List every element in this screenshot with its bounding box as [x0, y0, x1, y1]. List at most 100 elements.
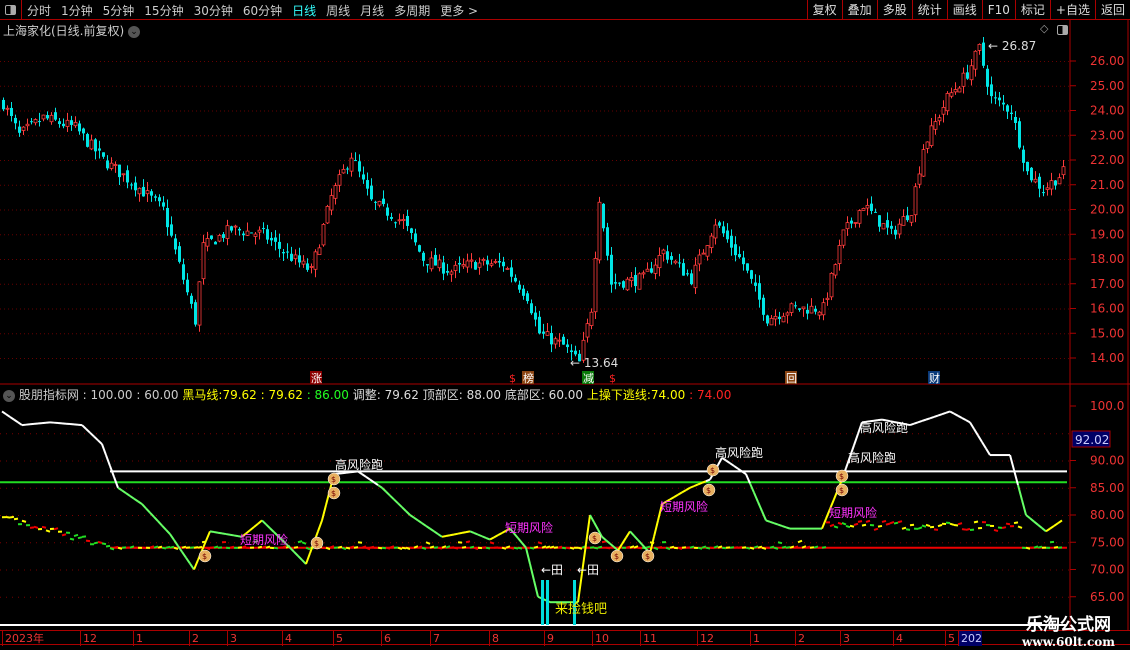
candle: [969, 65, 974, 81]
period-tab-8[interactable]: 月线: [360, 4, 385, 18]
period-tab-2[interactable]: 5分钟: [102, 4, 135, 18]
grid-dot: [1056, 333, 1057, 335]
grid-dot: [100, 358, 101, 359]
grid-dot: [1040, 333, 1041, 335]
grid-dot: [450, 542, 451, 544]
grid-dot: [268, 160, 269, 161]
grid-dot: [996, 515, 997, 516]
grid-dot: [668, 283, 669, 285]
period-tab-9[interactable]: 多周期: [394, 4, 431, 18]
grid-dot: [412, 184, 413, 186]
grid-dot: [732, 333, 733, 335]
grid-dot: [944, 358, 945, 359]
grid-dot: [636, 184, 637, 186]
tool-button-7[interactable]: +自选: [1049, 0, 1095, 20]
period-tab-3[interactable]: 15分钟: [144, 4, 184, 18]
grid-dot: [660, 110, 661, 112]
grid-dot: [964, 308, 965, 310]
grid-dot: [896, 160, 897, 161]
grid-dot: [180, 308, 181, 310]
period-tab-0[interactable]: 分时: [27, 4, 52, 18]
grid-dot: [228, 110, 229, 112]
tool-buttons: 复权 叠加 多股 统计 画线 F10 标记 +自选 返回: [806, 0, 1130, 20]
grid-dot: [174, 460, 175, 462]
grid-dot: [208, 184, 209, 186]
grid-dot: [160, 234, 161, 236]
grid-dot: [848, 308, 849, 310]
grid-dot: [260, 308, 261, 310]
candle: [1045, 187, 1050, 190]
tool-button-8[interactable]: 返回: [1094, 0, 1130, 20]
stock-title[interactable]: 上海家化(日线.前复权) ⌄: [3, 22, 141, 39]
layout-toggle-button[interactable]: [0, 0, 22, 20]
grid-dot: [172, 308, 173, 310]
grid-dot: [812, 110, 813, 112]
grid-dot: [534, 515, 535, 516]
grid-dot: [784, 135, 785, 137]
grid-dot: [606, 487, 607, 489]
grid-dot: [276, 160, 277, 161]
grid-dot: [882, 460, 883, 462]
grid-dot: [820, 135, 821, 137]
grid-dot: [384, 234, 385, 236]
grid-dot: [660, 184, 661, 186]
candle: [210, 235, 213, 239]
tool-button-3[interactable]: 统计: [911, 0, 947, 20]
grid-dot: [432, 283, 433, 285]
period-tab-5[interactable]: 60分钟: [242, 4, 283, 18]
tool-button-0[interactable]: 复权: [806, 0, 842, 20]
grid-dot: [24, 135, 25, 137]
grid-dot: [188, 160, 189, 161]
grid-dot: [964, 259, 965, 260]
grid-dot: [846, 515, 847, 516]
grid-dot: [788, 308, 789, 310]
period-tab-10[interactable]: 更多 >: [440, 4, 479, 18]
grid-dot: [36, 184, 37, 186]
tool-button-4[interactable]: 画线: [946, 0, 982, 20]
grid-dot: [368, 110, 369, 112]
period-tab-6[interactable]: 日线: [292, 4, 317, 18]
grid-dot: [376, 160, 377, 161]
tool-button-6[interactable]: 标记: [1014, 0, 1050, 20]
grid-dot: [940, 160, 941, 161]
grid-dot: [280, 358, 281, 359]
grid-dot: [24, 85, 25, 87]
grid-dot: [576, 234, 577, 236]
grid-dot: [36, 487, 37, 489]
grid-dot: [348, 184, 349, 186]
period-tab-4[interactable]: 30分钟: [193, 4, 233, 18]
grid-dot: [1028, 135, 1029, 137]
grid-dot: [486, 542, 487, 544]
tool-button-1[interactable]: 叠加: [841, 0, 877, 20]
grid-dot: [264, 209, 265, 211]
grid-dot: [164, 110, 165, 112]
grid-dot: [560, 110, 561, 112]
grid-dot: [1004, 358, 1005, 359]
grid-dot: [252, 61, 253, 62]
grid-dot: [524, 358, 525, 359]
grid-dot: [848, 184, 849, 186]
grid-dot: [588, 433, 589, 435]
period-tab-1[interactable]: 1分钟: [61, 4, 93, 18]
grid-dot: [344, 333, 345, 335]
grid-dot: [180, 460, 181, 462]
grid-dot: [76, 358, 77, 359]
panel-icon[interactable]: [1057, 25, 1068, 35]
candle: [62, 123, 65, 127]
grid-dot: [116, 209, 117, 211]
tool-button-5[interactable]: F10: [981, 0, 1015, 20]
candle: [901, 216, 906, 226]
grid-dot: [1002, 433, 1003, 435]
grid-dot: [196, 209, 197, 211]
grid-dot: [1048, 209, 1049, 211]
diamond-icon[interactable]: ◇: [1040, 22, 1049, 35]
grid-dot: [144, 85, 145, 87]
period-tab-7[interactable]: 周线: [326, 4, 351, 18]
grid-dot: [284, 160, 285, 161]
tool-button-2[interactable]: 多股: [876, 0, 912, 20]
grid-dot: [308, 308, 309, 310]
chevron-down-icon[interactable]: ⌄: [128, 25, 141, 38]
grid-dot: [464, 333, 465, 335]
grid-dot: [984, 184, 985, 186]
